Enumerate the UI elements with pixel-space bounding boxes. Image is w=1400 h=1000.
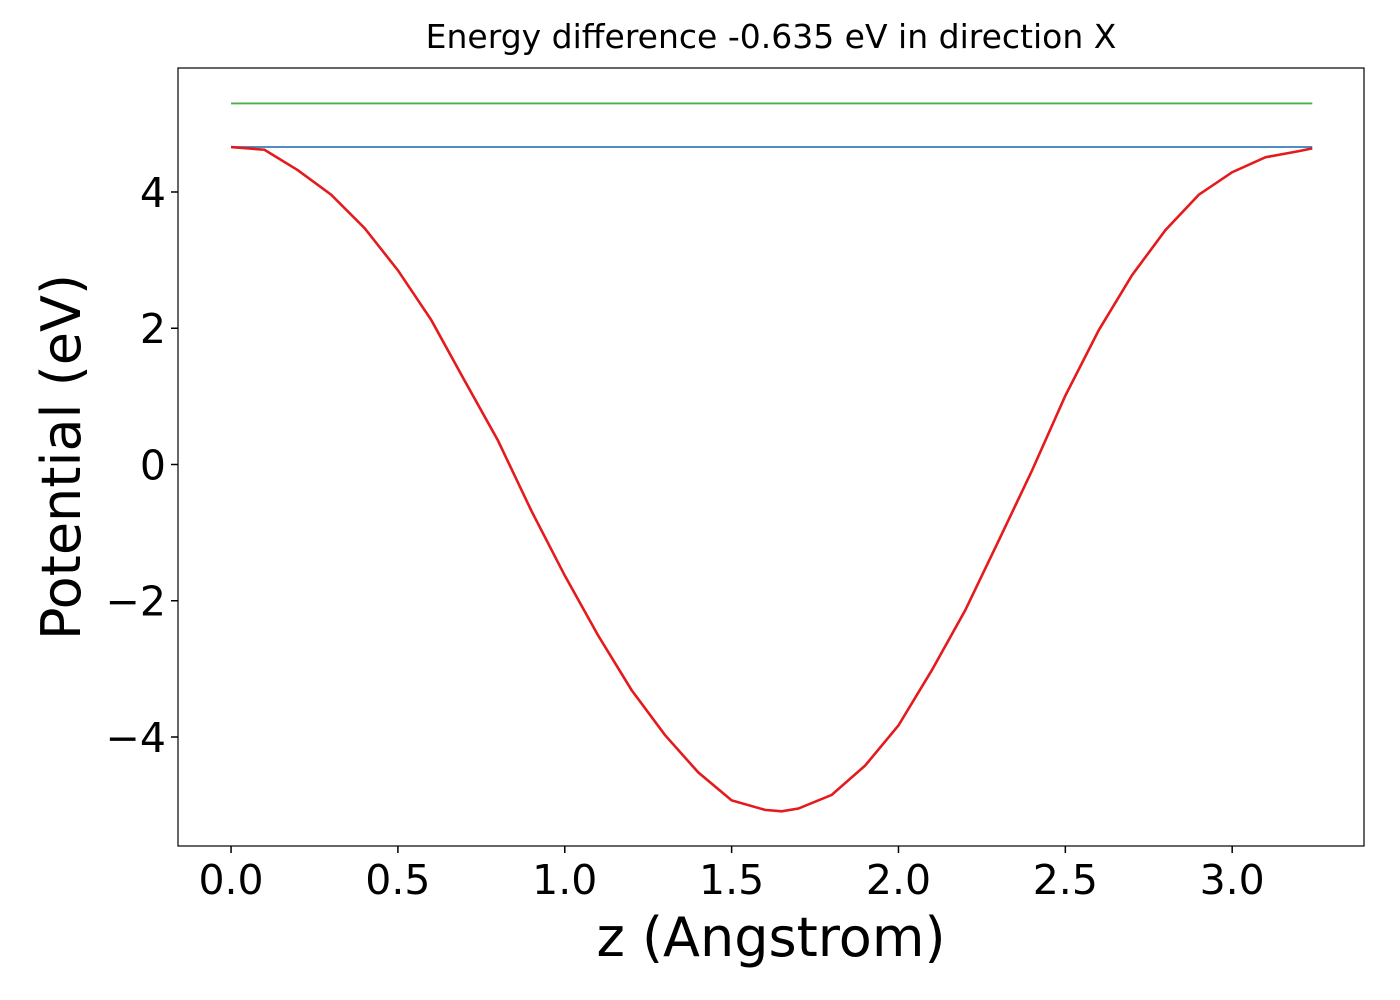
- x-tick-label: 2.5: [1033, 856, 1098, 904]
- plot-frame: [177, 67, 1365, 847]
- x-tick-label: 3.0: [1200, 856, 1265, 904]
- x-axis-label: z (Angstrom): [596, 906, 945, 969]
- line-series: [230, 145, 1313, 813]
- y-tick-label: 0: [140, 441, 166, 489]
- x-tick-label: 1.0: [532, 856, 597, 904]
- y-tick-label: −4: [106, 714, 166, 762]
- x-tick-label: 0.0: [198, 856, 263, 904]
- y-tick-label: −2: [106, 578, 166, 626]
- y-axis-label: Potential (eV): [30, 274, 93, 640]
- chart-title: Energy difference -0.635 eV in direction…: [426, 17, 1117, 56]
- y-tick-label: 2: [140, 305, 166, 353]
- x-tick-label: 0.5: [365, 856, 430, 904]
- x-tick-label: 2.0: [866, 856, 931, 904]
- y-tick-label: 4: [140, 169, 166, 217]
- x-tick-label: 1.5: [699, 856, 764, 904]
